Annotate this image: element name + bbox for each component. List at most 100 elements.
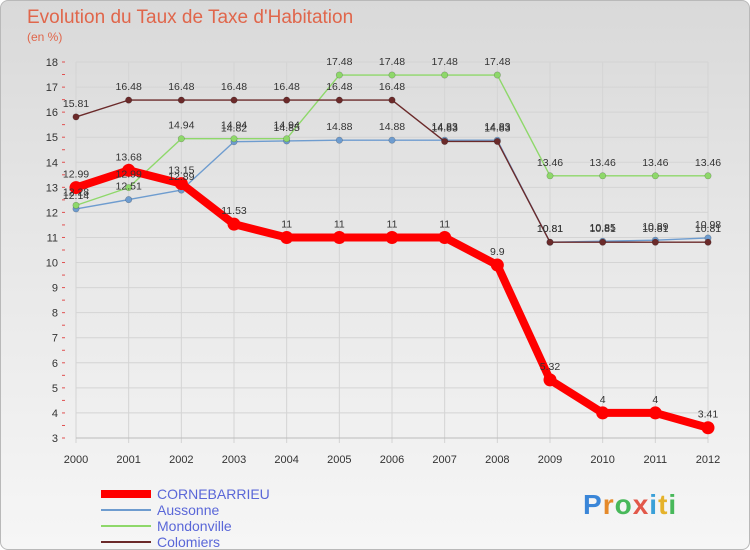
- data-point: [122, 163, 136, 177]
- x-tick-label: 2007: [432, 454, 456, 466]
- data-point: [72, 201, 80, 209]
- data-point: [283, 135, 291, 143]
- data-point: [125, 184, 133, 192]
- data-label: 12.14: [63, 190, 89, 202]
- data-label: 10.81: [537, 223, 563, 235]
- legend-label: Aussonne: [157, 502, 220, 518]
- data-label: 12.51: [116, 181, 142, 193]
- data-point: [596, 406, 610, 420]
- proxiti-logo: Proxiti: [583, 489, 678, 520]
- x-tick-label: 2008: [485, 454, 509, 466]
- data-point: [335, 136, 343, 144]
- data-label: 17.48: [326, 56, 352, 68]
- data-label: 12.99: [116, 169, 142, 181]
- data-point: [125, 96, 133, 104]
- y-tick-label: 8: [52, 308, 58, 320]
- data-point: [704, 172, 712, 180]
- legend-swatch: [101, 490, 151, 498]
- y-tick-label: 10: [46, 258, 58, 270]
- data-point: [125, 196, 133, 204]
- y-tick-label: 6: [52, 358, 58, 370]
- y-tick-label: 3: [52, 433, 58, 445]
- data-label: 10.81: [642, 223, 668, 235]
- data-point: [230, 135, 238, 143]
- y-tick-label: 7: [52, 333, 58, 345]
- data-label: 13.68: [116, 151, 142, 163]
- x-tick-label: 2002: [169, 454, 193, 466]
- y-tick-label: 14: [46, 157, 58, 169]
- data-label: 14.94: [168, 120, 194, 132]
- data-label: 11.53: [221, 205, 247, 217]
- data-label: 16.48: [168, 81, 194, 93]
- x-tick-label: 2009: [538, 454, 562, 466]
- y-tick-label: 9: [52, 283, 58, 295]
- data-label: 13.46: [590, 157, 616, 169]
- y-tick-label: 5: [52, 383, 58, 395]
- data-label: 3.41: [698, 409, 719, 421]
- legend-swatch: [101, 525, 151, 527]
- legend-label: Colomiers: [157, 534, 221, 550]
- data-point: [332, 230, 346, 244]
- x-tick-label: 2003: [222, 454, 246, 466]
- y-tick-label: 4: [52, 408, 58, 420]
- x-tick-label: 2010: [590, 454, 614, 466]
- data-label: 5.32: [540, 361, 561, 373]
- data-point: [490, 258, 504, 272]
- x-tick-label: 2001: [116, 454, 140, 466]
- data-label: 11: [439, 218, 450, 230]
- data-point: [177, 96, 185, 104]
- legend-label: CORNEBARRIEU: [157, 486, 270, 502]
- data-label: 13.46: [642, 157, 668, 169]
- x-tick-label: 2005: [327, 454, 351, 466]
- y-tick-label: 11: [47, 232, 58, 244]
- data-point: [648, 406, 662, 420]
- data-point: [599, 172, 607, 180]
- data-point: [280, 230, 294, 244]
- data-point: [230, 96, 238, 104]
- data-label: 11: [334, 218, 345, 230]
- x-tick-label: 2000: [64, 454, 88, 466]
- data-point: [283, 96, 291, 104]
- data-label: 10.81: [537, 223, 563, 235]
- data-label: 10.89: [642, 221, 668, 233]
- data-label: 10.85: [590, 222, 616, 234]
- x-tick-label: 2004: [274, 454, 298, 466]
- data-label: 13.46: [537, 157, 563, 169]
- y-tick-label: 12: [46, 207, 58, 219]
- data-label: 11: [387, 218, 398, 230]
- data-label: 14.83: [484, 122, 510, 134]
- data-label: 14.88: [379, 121, 405, 133]
- data-point: [599, 238, 607, 246]
- data-point: [701, 421, 715, 435]
- data-label: 14.83: [484, 121, 510, 133]
- data-point: [651, 238, 659, 246]
- data-label: 4: [600, 394, 606, 406]
- data-label: 14.85: [274, 122, 300, 134]
- data-point: [493, 71, 501, 79]
- data-point: [388, 71, 396, 79]
- data-label: 14.94: [274, 120, 300, 132]
- data-label: 17.48: [484, 56, 510, 68]
- data-label: 17.48: [432, 56, 458, 68]
- x-tick-label: 2012: [696, 454, 720, 466]
- data-point: [69, 181, 83, 195]
- data-label: 14.83: [432, 121, 458, 133]
- chart-subtitle: (en %): [27, 30, 63, 44]
- data-point: [385, 230, 399, 244]
- data-label: 12.28: [63, 186, 89, 198]
- data-label: 14.88: [326, 121, 352, 133]
- chart-title: Evolution du Taux de Taxe d'Habitation: [27, 7, 354, 28]
- data-point: [72, 113, 80, 121]
- data-point: [546, 238, 554, 246]
- y-tick-label: 15: [46, 132, 58, 144]
- data-point: [388, 96, 396, 104]
- y-tick-label: 17: [46, 82, 58, 94]
- legend-swatch: [101, 509, 151, 511]
- data-label: 15.81: [63, 98, 89, 110]
- data-label: 16.48: [274, 81, 300, 93]
- data-label: 14.94: [221, 120, 247, 132]
- data-point: [438, 230, 452, 244]
- data-point: [335, 96, 343, 104]
- data-point: [177, 135, 185, 143]
